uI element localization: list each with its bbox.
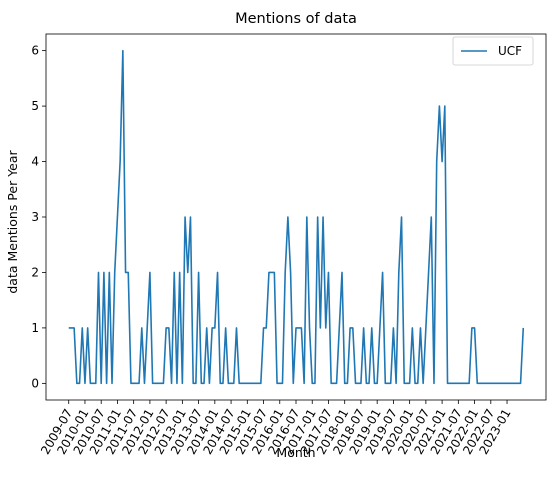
legend-label-UCF: UCF [498,44,522,58]
legend-box [452,36,534,66]
series-layer [68,49,525,385]
y-tick-label: 4 [31,155,39,169]
y-tick-label: 5 [31,99,39,113]
y-tick-label: 6 [31,44,39,58]
y-axis-title: data Mentions Per Year [5,149,20,293]
y-tick-label: 3 [31,210,39,224]
y-tick-label: 1 [31,321,39,335]
chart-title: Mentions of data [235,11,357,27]
y-axis: 0 1 2 3 4 5 6 [31,44,46,390]
y-tick-label: 2 [31,265,39,279]
x-axis-title: Month [276,445,315,460]
legend: UCF [452,36,534,66]
plot-frame [45,33,547,401]
series-line-UCF [68,49,525,385]
y-tick-label: 0 [31,376,39,390]
x-axis: 2009-072010-012010-072011-012011-072012-… [38,400,514,457]
